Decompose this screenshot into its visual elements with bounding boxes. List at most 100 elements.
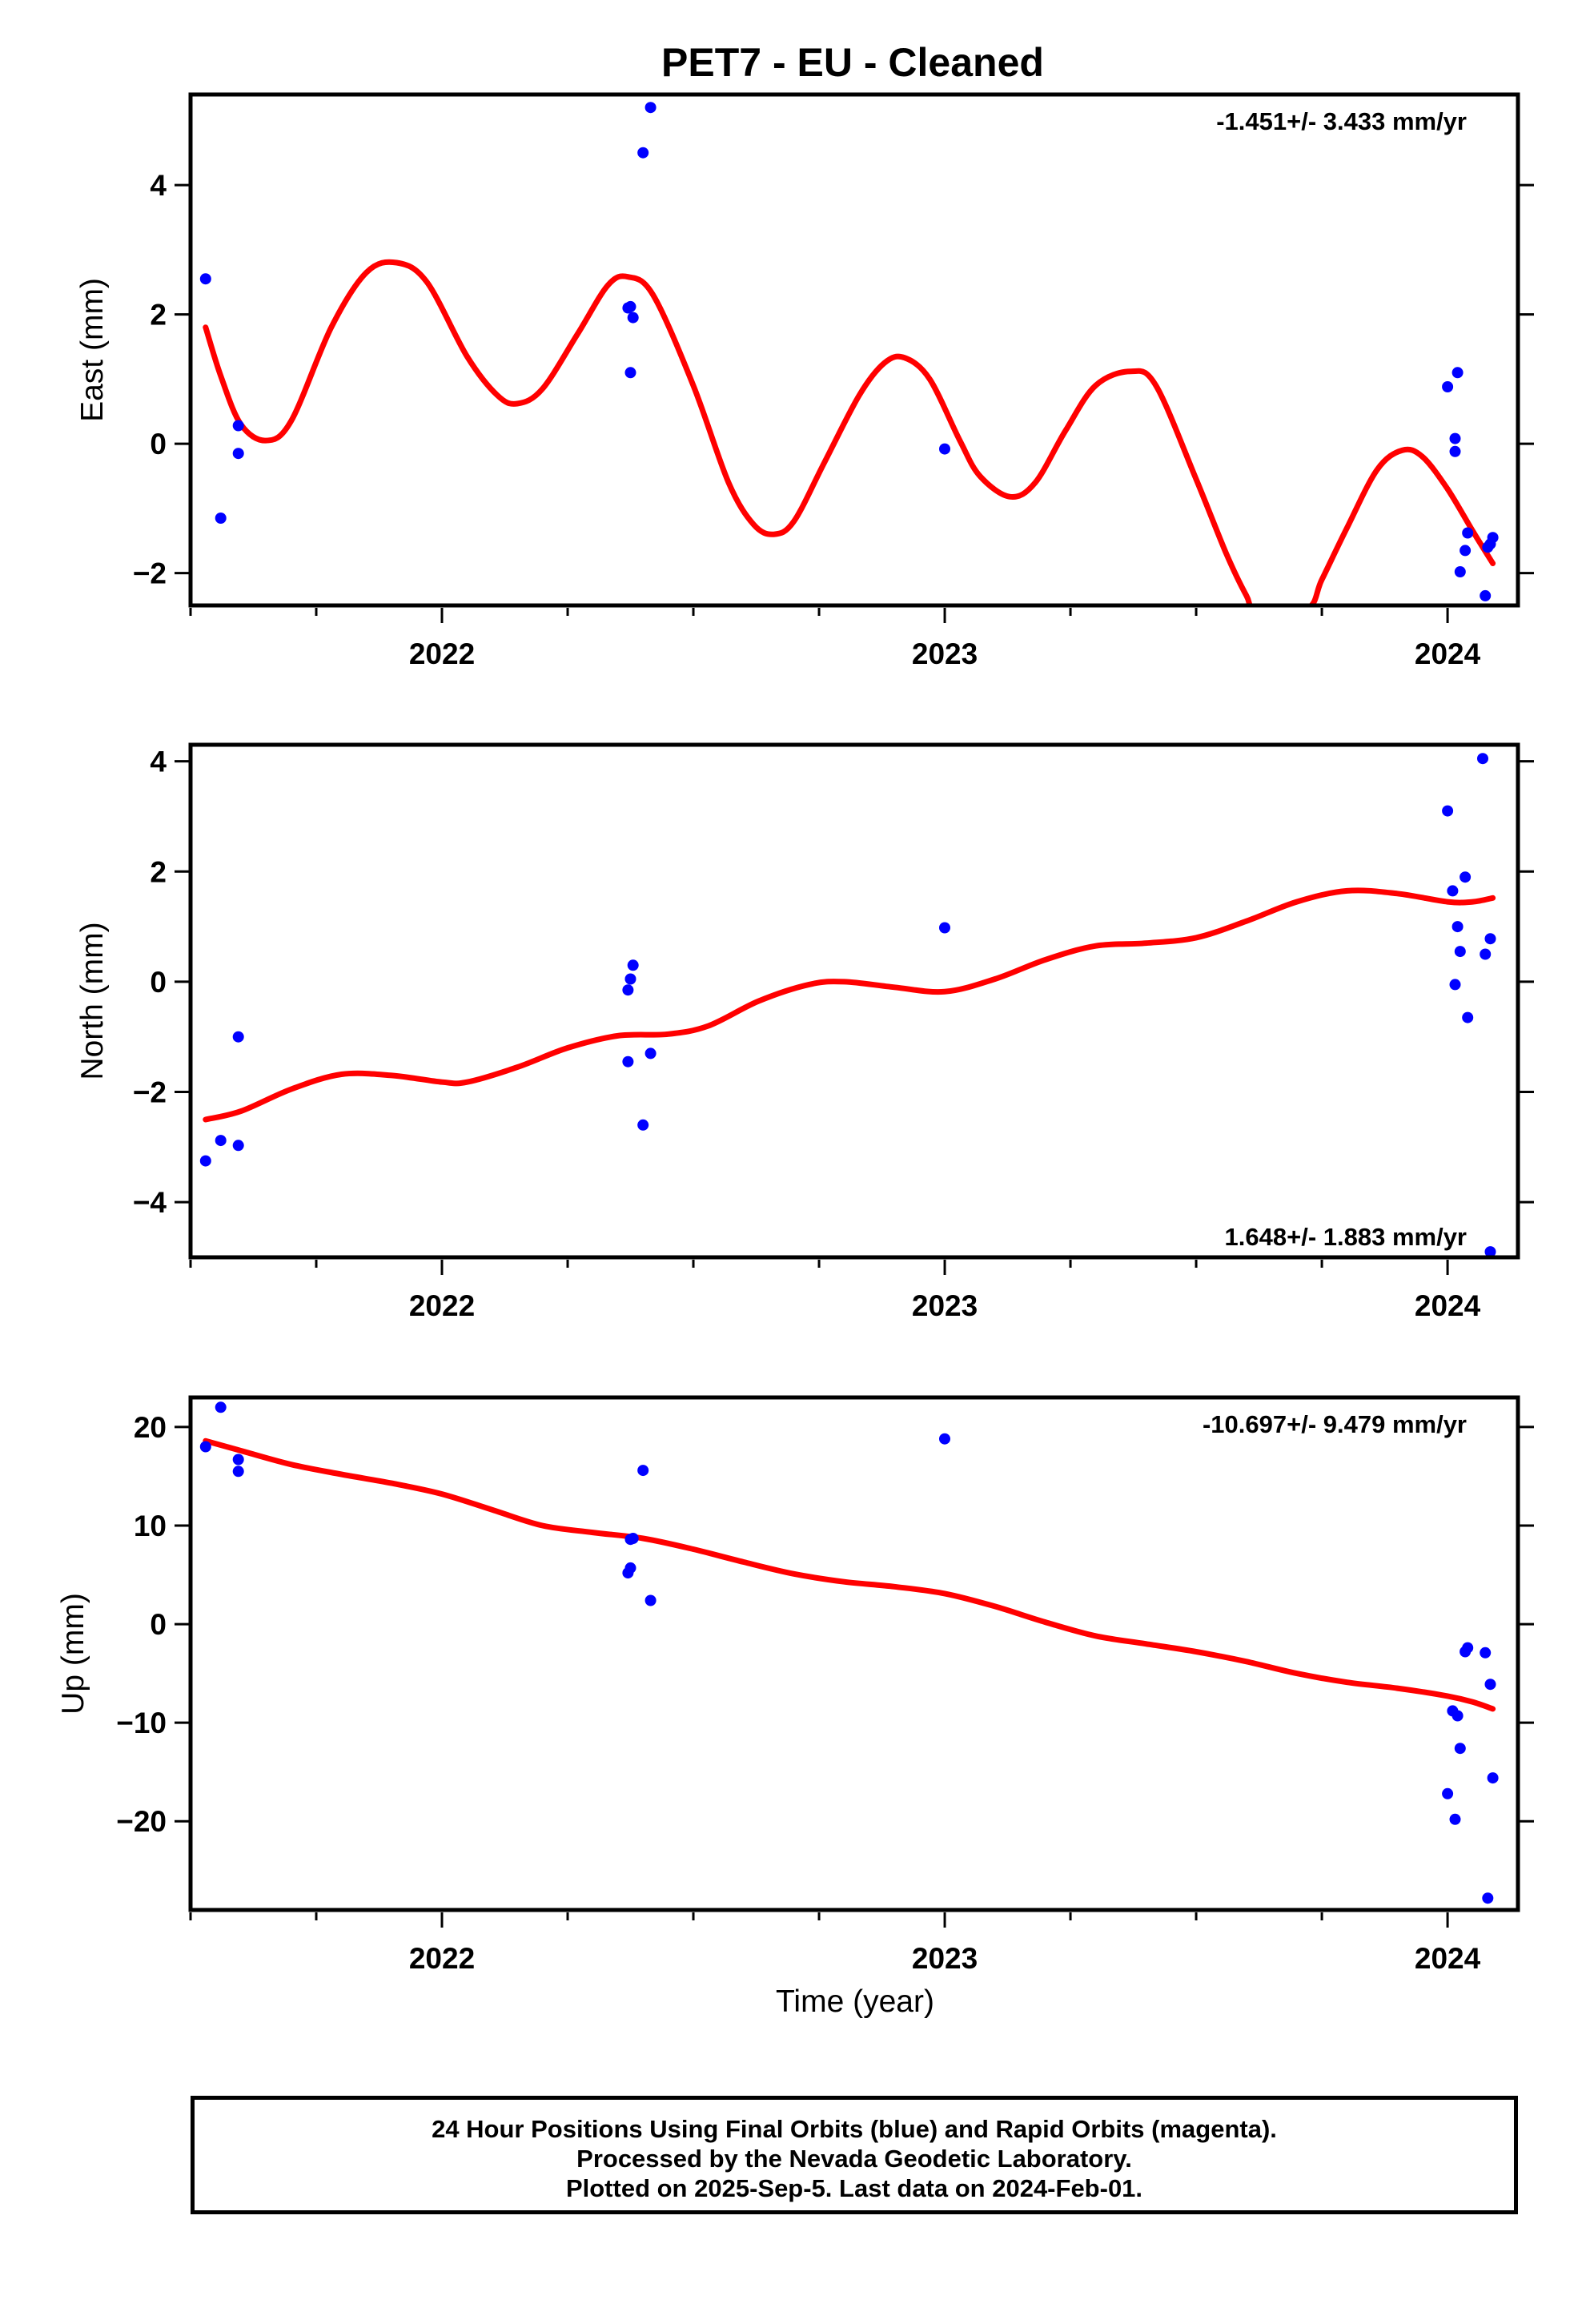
up-y-axis-label: Up (mm) [56, 1593, 90, 1715]
chart-title: PET7 - EU - Cleaned [661, 40, 1044, 85]
north-data-point [199, 1155, 211, 1167]
east-y-tick-label: 4 [150, 169, 167, 202]
east-plot-frame [188, 92, 1520, 608]
east-data-point [1462, 527, 1474, 539]
up-data-point [215, 1401, 227, 1413]
up-ticks: 2022 2023 2024 −20 −10 0 10 20 [116, 1411, 1534, 1975]
east-data-point [1452, 367, 1464, 379]
north-y-tick-label: 4 [150, 746, 167, 778]
up-data-point [1454, 1743, 1466, 1755]
north-data-point [627, 959, 639, 971]
north-data-point [622, 984, 634, 996]
east-data-point [215, 513, 227, 524]
north-data-point [644, 1047, 656, 1059]
east-y-tick-label: 0 [150, 428, 167, 460]
up-points-layer [199, 1401, 1499, 1904]
north-data-point [1462, 1011, 1474, 1023]
north-y-tick-label: 2 [150, 855, 167, 888]
east-data-point [1460, 545, 1472, 557]
up-plot-frame [188, 1395, 1520, 1912]
east-data-point [1449, 432, 1461, 444]
north-ticks: 2022 2023 2024 −4 −2 0 2 4 [133, 746, 1534, 1322]
footer-line-3: Plotted on 2025-Sep-5. Last data on 2024… [565, 2174, 1143, 2202]
east-data-point [1449, 445, 1461, 457]
north-data-point [1480, 948, 1492, 960]
up-data-point [637, 1465, 649, 1477]
east-data-point [232, 420, 244, 432]
east-data-point [232, 448, 244, 460]
east-y-tick-label: 2 [150, 299, 167, 332]
up-data-point [1449, 1813, 1461, 1825]
up-data-point [199, 1441, 211, 1453]
east-data-point [1487, 532, 1499, 544]
up-data-point [624, 1562, 636, 1574]
up-fit-layer [203, 1437, 1496, 1712]
north-x-tick-label: 2023 [912, 1289, 978, 1322]
east-data-point [624, 300, 636, 312]
up-y-tick-label: −20 [116, 1805, 167, 1838]
up-data-point [1442, 1787, 1454, 1799]
east-data-point [624, 367, 636, 379]
north-points-layer [199, 753, 1496, 1258]
up-data-point [627, 1533, 639, 1544]
up-data-point [1484, 1679, 1496, 1691]
east-rate-label: -1.451+/- 3.433 mm/yr [1216, 107, 1467, 135]
east-ticks: 2022 2023 2024 −2 0 2 4 [133, 169, 1534, 670]
north-data-point [1449, 979, 1461, 991]
footer-line-2: Processed by the Nevada Geodetic Laborat… [576, 2145, 1132, 2173]
north-data-point [1447, 885, 1459, 897]
north-data-point [1460, 871, 1472, 883]
up-x-tick-label: 2023 [912, 1942, 978, 1975]
north-y-tick-label: 0 [150, 966, 167, 999]
north-data-point [1442, 805, 1454, 817]
up-data-point [644, 1594, 656, 1606]
east-data-point [644, 102, 656, 114]
north-data-point [622, 1055, 634, 1068]
up-data-point [1462, 1642, 1474, 1654]
north-x-tick-label: 2024 [1415, 1289, 1481, 1322]
north-fit-layer [203, 887, 1496, 1123]
east-x-tick-label: 2023 [912, 637, 978, 670]
east-data-point [1454, 566, 1466, 577]
up-rate-label: -10.697+/- 9.479 mm/yr [1203, 1410, 1467, 1438]
footer-info-box: 24 Hour Positions Using Final Orbits (bl… [191, 2096, 1518, 2214]
up-data-point [232, 1466, 244, 1478]
north-data-point [1484, 1246, 1496, 1258]
up-y-tick-label: 0 [150, 1608, 167, 1641]
east-points-layer [199, 102, 1499, 601]
north-x-tick-label: 2022 [409, 1289, 475, 1322]
north-rate-label: 1.648+/- 1.883 mm/yr [1225, 1223, 1467, 1251]
footer-line-1: 24 Hour Positions Using Final Orbits (bl… [432, 2115, 1277, 2143]
north-data-point [637, 1119, 649, 1131]
north-y-tick-label: −2 [133, 1076, 167, 1109]
up-data-point [1480, 1647, 1492, 1659]
up-fit-line [203, 1437, 1496, 1712]
north-data-point [232, 1140, 244, 1152]
east-data-point [1480, 589, 1492, 601]
east-data-point [939, 443, 950, 455]
north-data-point [939, 922, 950, 934]
north-data-point [1452, 921, 1464, 933]
north-y-tick-label: −4 [133, 1186, 167, 1219]
north-plot-frame [188, 742, 1520, 1260]
up-data-point [1452, 1710, 1464, 1722]
east-y-axis-label: East (mm) [75, 278, 110, 422]
north-data-point [1484, 933, 1496, 945]
east-data-point [627, 312, 639, 324]
east-data-point [637, 147, 649, 159]
x-axis-label: Time (year) [776, 1984, 934, 2019]
up-data-point [939, 1433, 950, 1445]
north-data-point [215, 1135, 227, 1147]
north-y-axis-label: North (mm) [75, 922, 110, 1080]
east-y-tick-label: −2 [133, 557, 167, 590]
up-y-tick-label: 20 [134, 1411, 167, 1444]
up-x-tick-label: 2024 [1415, 1942, 1481, 1975]
panel-north: 2022 2023 2024 −4 −2 0 2 4 North (mm) 1.648+/- … [75, 742, 1534, 1322]
panel-up: 2022 2023 2024 −20 −10 0 10 20 Up (mm) -10.697+… [56, 1395, 1534, 2019]
east-data-point [199, 273, 211, 285]
up-y-tick-label: −10 [116, 1707, 167, 1739]
up-data-point [1487, 1772, 1499, 1784]
east-x-tick-label: 2022 [409, 637, 475, 670]
panel-east: 2022 2023 2024 −2 0 2 4 East (mm) -1.451+/- 3.… [75, 92, 1534, 670]
